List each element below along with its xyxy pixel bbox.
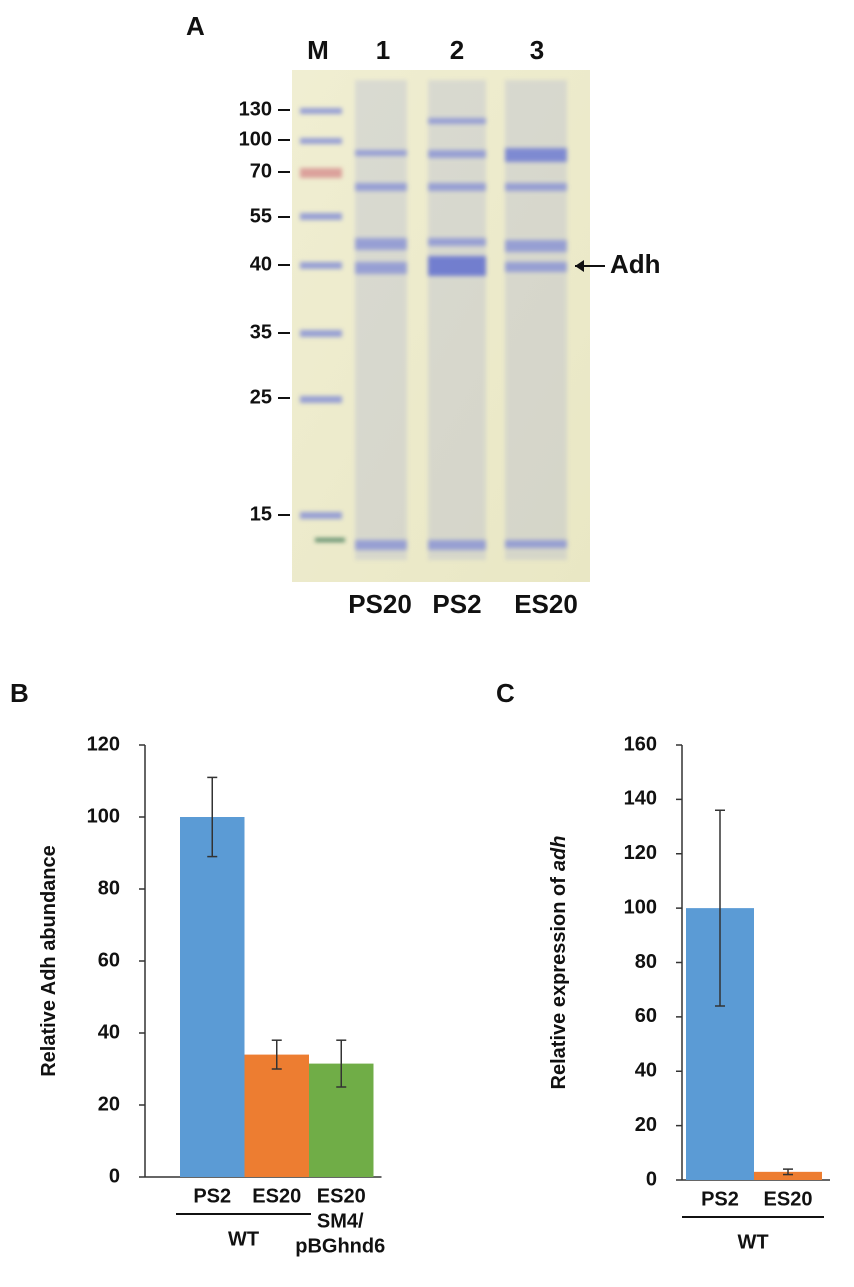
group-label: pBGhnd6 [295,1235,385,1257]
y-tick-label: 100 [87,805,120,827]
marker-label: 55 [250,205,272,227]
panel-label: B [10,678,29,708]
marker-label: 25 [250,386,272,408]
lane-label: M [307,35,329,65]
x-tick-label: PS2 [701,1188,739,1210]
sample-label: PS2 [432,589,481,619]
x-tick-label: ES20 [317,1185,366,1207]
y-tick-label: 0 [109,1165,120,1187]
marker-label: 70 [250,160,272,182]
sample-label: ES20 [514,589,578,619]
y-tick-label: 160 [624,733,657,755]
bar [754,1171,822,1180]
bar [244,1054,309,1177]
x-tick-label: PS2 [193,1185,231,1207]
panel-label: A [186,11,205,41]
y-label-part: Relative Adh abundance [38,845,60,1077]
arrow-head [575,260,584,272]
y-tick-label: 60 [98,949,120,971]
group-label: SM4/ [317,1210,364,1232]
bar [180,817,245,1177]
y-tick-label: 20 [635,1114,657,1136]
lane-label: 3 [530,35,544,65]
marker-label: 100 [239,128,272,150]
marker-label: 15 [250,503,272,525]
group-label: WT [737,1231,768,1253]
lane-label: 1 [376,35,390,65]
y-tick-label: 80 [98,877,120,899]
y-tick-label: 120 [624,842,657,864]
y-tick-label: 40 [98,1021,120,1043]
y-axis-label: Relative expression of adh [548,836,570,1090]
marker-label: 40 [250,253,272,275]
sample-label: PS20 [348,589,412,619]
y-tick-label: 80 [635,951,657,973]
y-tick-label: 100 [624,896,657,918]
y-tick-label: 140 [624,788,657,810]
x-tick-label: ES20 [764,1188,813,1210]
panel-label: C [496,678,515,708]
y-axis-label: Relative Adh abundance [38,845,60,1077]
y-tick-label: 40 [635,1060,657,1082]
y-tick-label: 20 [98,1093,120,1115]
y-tick-label: 0 [646,1168,657,1190]
marker-label: 35 [250,321,272,343]
lane-label: 2 [450,35,464,65]
y-tick-label: 60 [635,1005,657,1027]
group-label: WT [228,1228,259,1250]
y-label-part: adh [548,836,570,872]
y-tick-label: 120 [87,733,120,755]
marker-label: 130 [239,98,272,120]
gel-image [292,70,590,582]
y-label-part: Relative expression of [548,877,570,1090]
arrow-label: Adh [610,249,661,279]
x-tick-label: ES20 [252,1185,301,1207]
